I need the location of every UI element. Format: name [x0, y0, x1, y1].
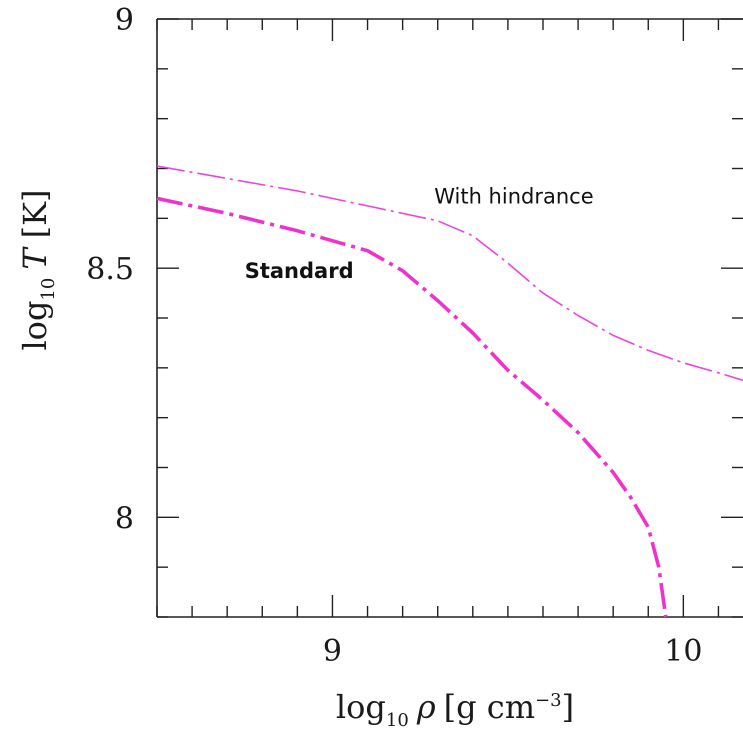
- tick-labels: 9 10 8 8.5 9 With hindrance Standard: [86, 3, 702, 669]
- series-label-standard: Standard: [245, 259, 354, 283]
- y-tick-label: 8: [115, 501, 134, 536]
- x-axis-title: log10 ρ [g cm−3]: [336, 688, 574, 729]
- series-label-with-hindrance: With hindrance: [434, 184, 593, 208]
- series-line-with-hindrance: [156, 165, 743, 382]
- axes-frame: [156, 18, 743, 618]
- series-lines: [156, 165, 743, 618]
- x-tick-label: 10: [664, 634, 702, 669]
- series-line-standard: [156, 196, 668, 618]
- y-tick-label: 9: [115, 3, 134, 38]
- y-axis-title: log10T[K]: [16, 189, 59, 350]
- y-tick-label: 8.5: [86, 252, 134, 287]
- x-tick-label: 9: [323, 634, 342, 669]
- tick-marks: [156, 18, 743, 618]
